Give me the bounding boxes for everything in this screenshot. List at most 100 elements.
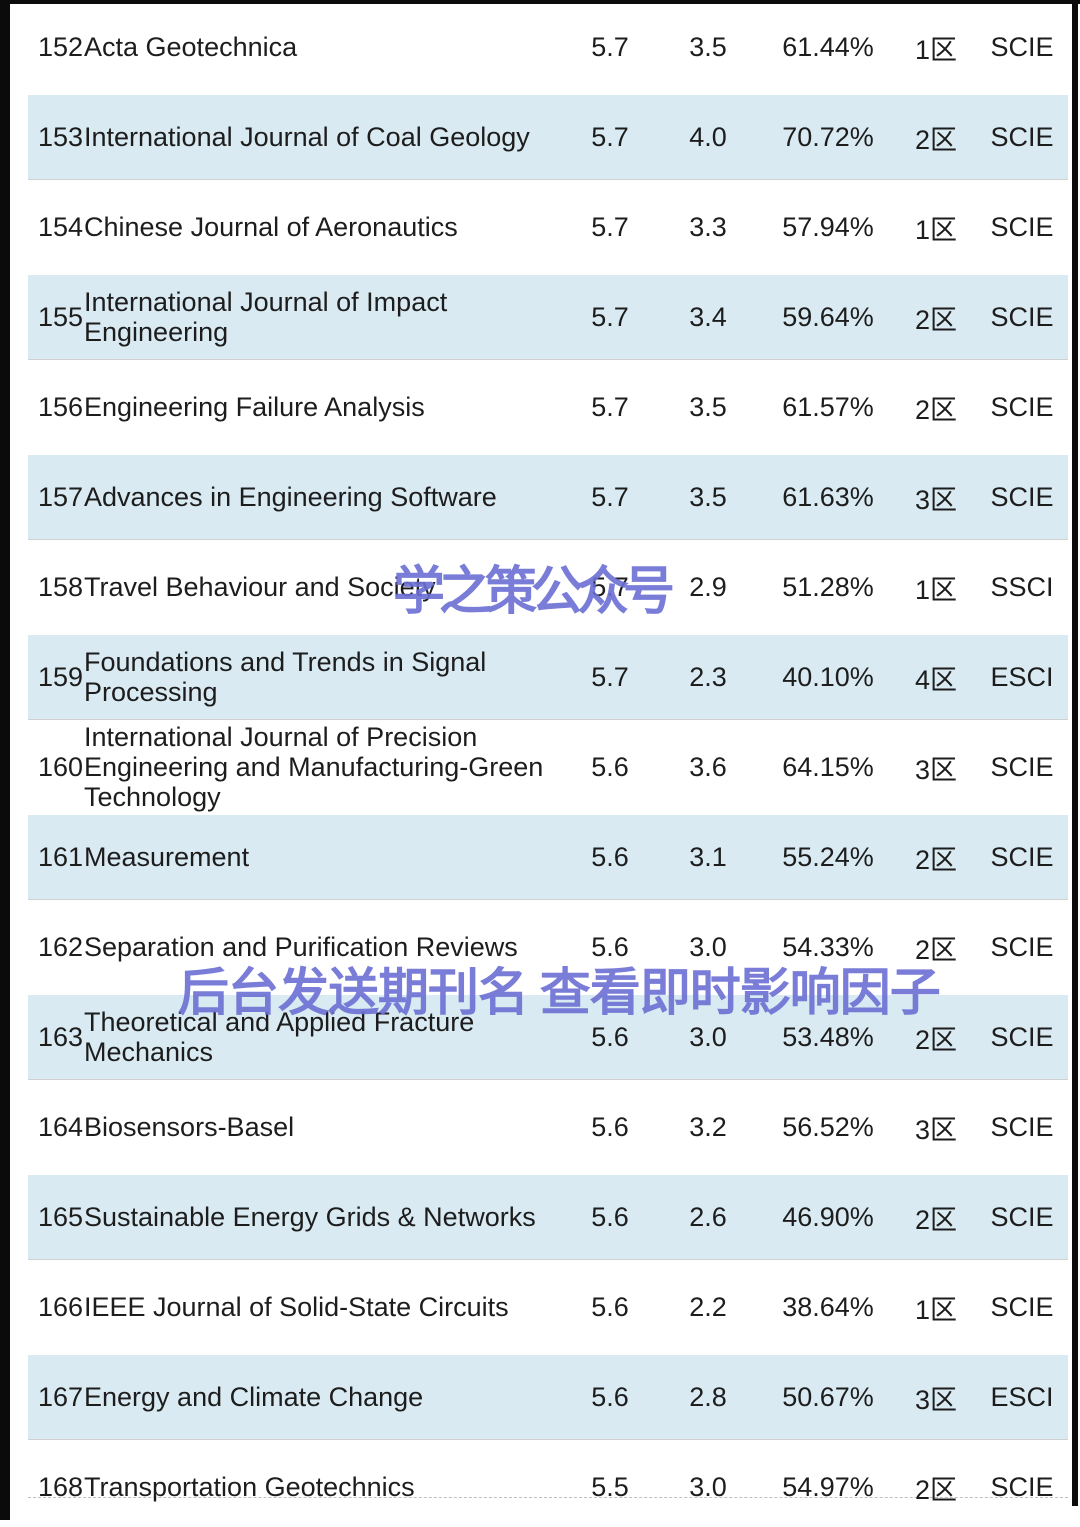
table-row: 162 Separation and Purification Reviews … bbox=[28, 902, 1068, 993]
table-row: 165 Sustainable Energy Grids & Networks … bbox=[28, 1172, 1068, 1262]
zone-cell: 1区 bbox=[914, 1294, 958, 1325]
index-type-cell: SCIE bbox=[990, 1201, 1054, 1232]
index-type-cell: SCIE bbox=[990, 31, 1054, 62]
table-row: 155 International Journal of Impact Engi… bbox=[28, 272, 1068, 362]
journal-name-cell: Travel Behaviour and Society bbox=[84, 572, 436, 602]
percentile-cell: 54.97% bbox=[782, 1471, 874, 1502]
table-row: 164 Biosensors-Basel 5.6 3.2 56.52% 3区 S… bbox=[28, 1082, 1068, 1173]
percentile-cell: 55.24% bbox=[782, 841, 874, 872]
frame-top-line bbox=[0, 0, 1080, 4]
percentile-cell: 40.10% bbox=[782, 661, 874, 692]
zone-cell: 1区 bbox=[914, 574, 958, 605]
journal-name-cell: Transportation Geotechnics bbox=[84, 1472, 415, 1502]
zone-cell: 4区 bbox=[914, 664, 958, 695]
zone-cell: 2区 bbox=[914, 1204, 958, 1235]
impact-factor-cell: 5.6 bbox=[591, 931, 629, 962]
rank-cell: 155 bbox=[38, 301, 84, 332]
index-type-cell: SCIE bbox=[990, 1291, 1054, 1322]
rank-cell: 164 bbox=[38, 1111, 84, 1142]
rank-cell: 163 bbox=[38, 1021, 84, 1052]
impact-factor-cell: 5.6 bbox=[591, 1291, 629, 1322]
index-type-cell: SSCI bbox=[990, 571, 1054, 602]
index-type-cell: SCIE bbox=[990, 751, 1054, 782]
rank-cell: 165 bbox=[38, 1201, 84, 1232]
rank-cell: 154 bbox=[38, 211, 84, 242]
impact-factor-cell: 5.7 bbox=[591, 31, 629, 62]
impact-factor-cell: 5.5 bbox=[591, 1471, 629, 1502]
index-type-cell: SCIE bbox=[990, 1471, 1054, 1502]
rank-cell: 152 bbox=[38, 31, 84, 62]
index-type-cell: SCIE bbox=[990, 301, 1054, 332]
index-type-cell: ESCI bbox=[990, 661, 1054, 692]
journal-name-cell: Biosensors-Basel bbox=[84, 1112, 295, 1142]
journal-name-cell: Foundations and Trends in Signal Process… bbox=[84, 647, 487, 707]
zone-cell: 3区 bbox=[914, 1384, 958, 1415]
jci-cell: 2.6 bbox=[689, 1201, 727, 1232]
rank-cell: 161 bbox=[38, 841, 84, 872]
percentile-cell: 59.64% bbox=[782, 301, 874, 332]
jci-cell: 2.9 bbox=[689, 571, 727, 602]
jci-cell: 3.2 bbox=[689, 1111, 727, 1142]
index-type-cell: SCIE bbox=[990, 211, 1054, 242]
zone-cell: 3区 bbox=[914, 484, 958, 515]
jci-cell: 2.3 bbox=[689, 661, 727, 692]
percentile-cell: 50.67% bbox=[782, 1381, 874, 1412]
impact-factor-cell: 5.6 bbox=[591, 751, 629, 782]
index-type-cell: SCIE bbox=[990, 391, 1054, 422]
table-row: 154 Chinese Journal of Aeronautics 5.7 3… bbox=[28, 182, 1068, 273]
zone-cell: 2区 bbox=[914, 394, 958, 425]
impact-factor-cell: 5.6 bbox=[591, 1201, 629, 1232]
zone-cell: 2区 bbox=[914, 1024, 958, 1055]
journal-name-cell: International Journal of Precision Engin… bbox=[84, 722, 544, 812]
index-type-cell: ESCI bbox=[990, 1381, 1054, 1412]
journal-name-cell: Engineering Failure Analysis bbox=[84, 392, 425, 422]
table-row: 168 Transportation Geotechnics 5.5 3.0 5… bbox=[28, 1442, 1068, 1527]
frame-right-line bbox=[1072, 0, 1078, 1506]
percentile-cell: 38.64% bbox=[782, 1291, 874, 1322]
percentile-cell: 56.52% bbox=[782, 1111, 874, 1142]
row-separator-line bbox=[28, 1497, 1068, 1498]
journal-name-cell: Separation and Purification Reviews bbox=[84, 932, 518, 962]
table-row: 156 Engineering Failure Analysis 5.7 3.5… bbox=[28, 362, 1068, 453]
rank-cell: 168 bbox=[38, 1471, 84, 1502]
impact-factor-cell: 5.7 bbox=[591, 481, 629, 512]
impact-factor-cell: 5.7 bbox=[591, 121, 629, 152]
jci-cell: 3.0 bbox=[689, 1471, 727, 1502]
journal-name-cell: Advances in Engineering Software bbox=[84, 482, 497, 512]
zone-cell: 3区 bbox=[914, 754, 958, 785]
percentile-cell: 46.90% bbox=[782, 1201, 874, 1232]
zone-cell: 1区 bbox=[914, 34, 958, 65]
table-row: 158 Travel Behaviour and Society 5.7 2.9… bbox=[28, 542, 1068, 633]
zone-cell: 2区 bbox=[914, 304, 958, 335]
jci-cell: 2.2 bbox=[689, 1291, 727, 1322]
jci-cell: 3.5 bbox=[689, 31, 727, 62]
zone-cell: 2区 bbox=[914, 844, 958, 875]
percentile-cell: 70.72% bbox=[782, 121, 874, 152]
journal-name-cell: Theoretical and Applied Fracture Mechani… bbox=[84, 1007, 475, 1067]
zone-cell: 3区 bbox=[914, 1114, 958, 1145]
zone-cell: 2区 bbox=[914, 124, 958, 155]
jci-cell: 4.0 bbox=[689, 121, 727, 152]
rank-cell: 159 bbox=[38, 661, 84, 692]
journal-name-cell: Acta Geotechnica bbox=[84, 32, 298, 62]
journal-name-cell: International Journal of Coal Geology bbox=[84, 122, 530, 152]
percentile-cell: 61.63% bbox=[782, 481, 874, 512]
table-row: 166 IEEE Journal of Solid-State Circuits… bbox=[28, 1262, 1068, 1353]
rank-cell: 157 bbox=[38, 481, 84, 512]
zone-cell: 2区 bbox=[914, 1474, 958, 1505]
impact-factor-cell: 5.7 bbox=[591, 571, 629, 602]
jci-cell: 3.4 bbox=[689, 301, 727, 332]
index-type-cell: SCIE bbox=[990, 1111, 1054, 1142]
index-type-cell: SCIE bbox=[990, 841, 1054, 872]
percentile-cell: 54.33% bbox=[782, 931, 874, 962]
zone-cell: 2区 bbox=[914, 934, 958, 965]
impact-factor-cell: 5.6 bbox=[591, 1381, 629, 1412]
rank-cell: 156 bbox=[38, 391, 84, 422]
percentile-cell: 51.28% bbox=[782, 571, 874, 602]
impact-factor-cell: 5.7 bbox=[591, 211, 629, 242]
frame-left-line bbox=[0, 0, 10, 1520]
jci-cell: 3.0 bbox=[689, 931, 727, 962]
percentile-cell: 64.15% bbox=[782, 751, 874, 782]
index-type-cell: SCIE bbox=[990, 481, 1054, 512]
impact-factor-cell: 5.7 bbox=[591, 391, 629, 422]
